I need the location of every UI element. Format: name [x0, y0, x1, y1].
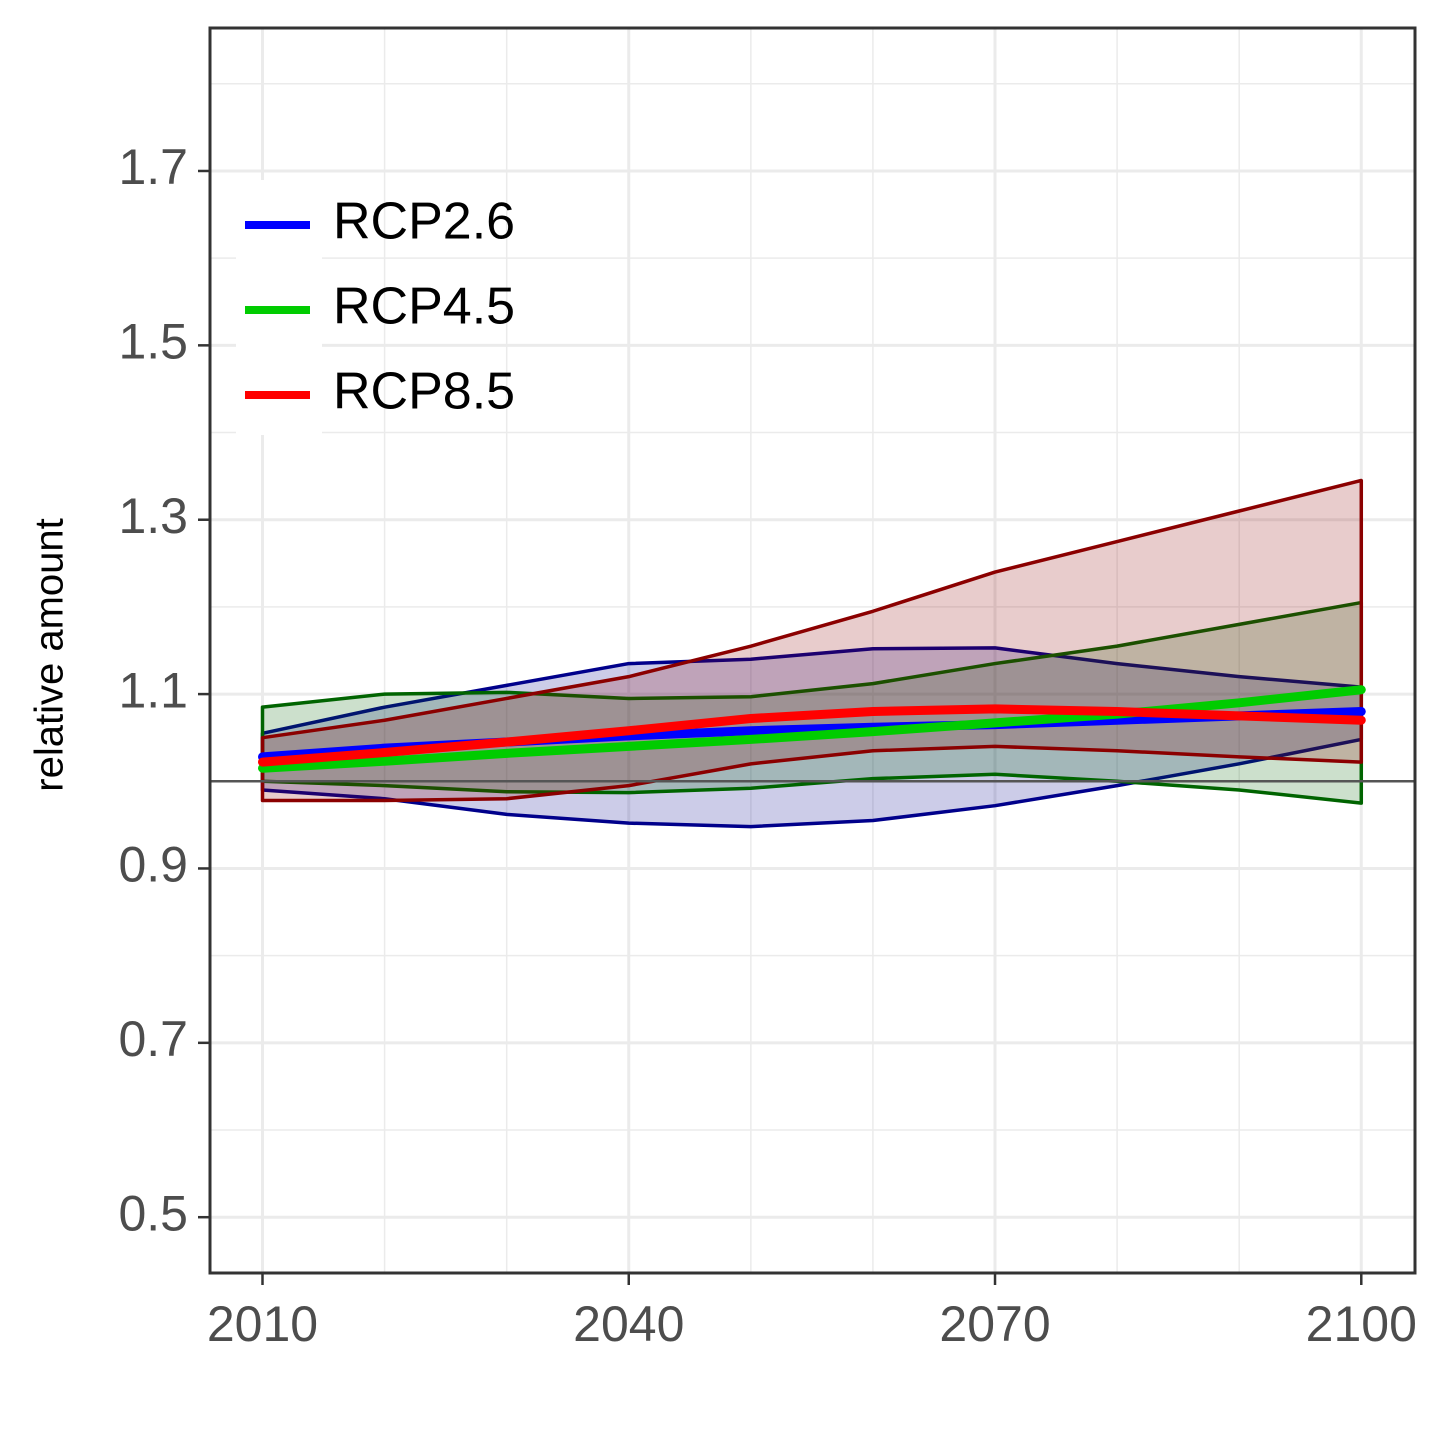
y-tick-label: 0.9 [118, 837, 188, 893]
legend-label: RCP2.6 [333, 193, 515, 251]
y-tick-label: 0.7 [118, 1011, 188, 1067]
line [257, 685, 1366, 773]
panel-border [208, 26, 1417, 1275]
x-tick-label: 2040 [573, 1296, 684, 1352]
y-tick-label: 1.3 [118, 488, 188, 544]
legend-label: RCP4.5 [333, 278, 515, 336]
y-tick-label: 1.5 [118, 314, 188, 370]
y-tick-label: 0.5 [118, 1185, 188, 1241]
y-tick-label: 1.7 [118, 139, 188, 195]
line [257, 704, 1366, 767]
legend-label: RCP8.5 [333, 363, 515, 421]
y-axis-label: relative amount [28, 518, 72, 791]
y-tick-label: 1.1 [118, 662, 188, 718]
x-tick-label: 2010 [207, 1296, 318, 1352]
x-tick-label: 2070 [939, 1296, 1050, 1352]
x-tick-label: 2100 [1306, 1296, 1417, 1352]
